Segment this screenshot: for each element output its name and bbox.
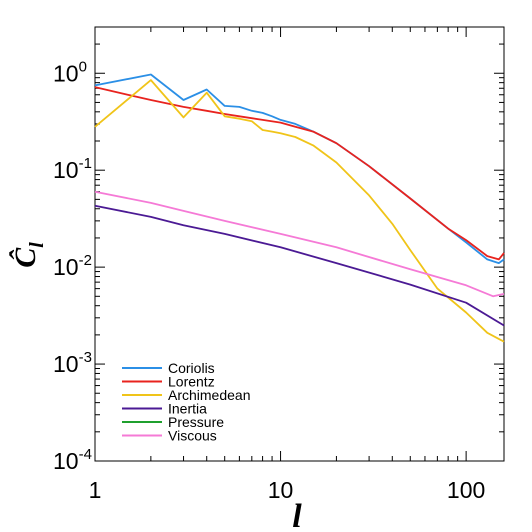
legend-label-coriolis: Coriolis — [168, 360, 215, 376]
ticks-group — [94, 26, 504, 462]
x-tick-label: 100 — [447, 477, 485, 503]
x-tick-label: 1 — [89, 477, 102, 503]
y-tick-label: 10-1 — [53, 155, 92, 183]
legend: CoriolisLorentzArchimedeanInertiaPressur… — [122, 360, 251, 444]
x-tick-label: 10 — [268, 477, 294, 503]
legend-label-viscous: Viscous — [168, 428, 217, 444]
y-tick-label: 100 — [53, 58, 87, 86]
series-line-lorentz — [94, 86, 505, 261]
series-line-archimedean — [94, 79, 505, 343]
legend-label-pressure: Pressure — [168, 414, 224, 430]
y-axis-label: Ĉl — [9, 242, 48, 268]
y-axis-label-text: Ĉl — [9, 242, 48, 268]
series-line-coriolis — [94, 73, 505, 265]
y-tick-label: 10-4 — [53, 446, 92, 474]
tick-labels-group: 1 10 100 100 10-1 10-2 10-3 10-4 — [53, 58, 485, 503]
plot-frame — [94, 26, 505, 462]
x-axis-label: l — [292, 498, 302, 532]
series-line-viscous — [94, 190, 505, 298]
series-group — [94, 73, 505, 343]
series-line-inertia — [94, 204, 505, 327]
legend-label-lorentz: Lorentz — [168, 374, 215, 390]
y-tick-label: 10-3 — [53, 349, 92, 377]
legend-label-inertia: Inertia — [168, 401, 207, 417]
y-tick-label: 10-2 — [53, 252, 92, 280]
legend-label-archimedean: Archimedean — [168, 387, 251, 403]
